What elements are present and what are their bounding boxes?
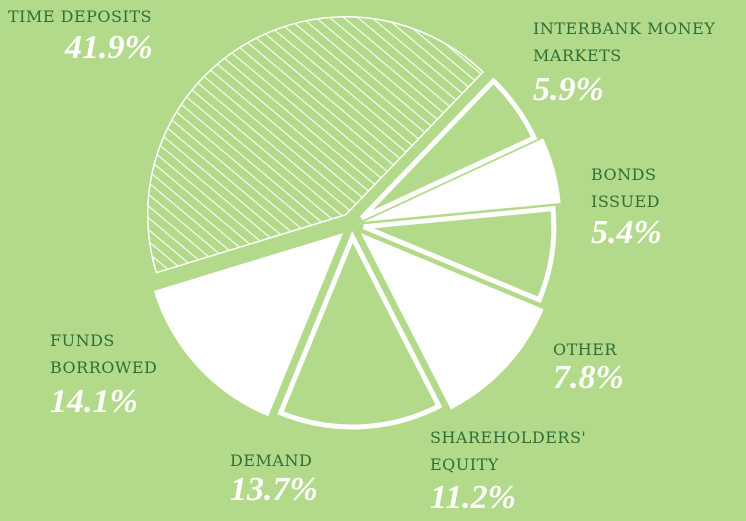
- slice-label: EQUITY: [430, 455, 499, 474]
- slice-value-label: 14.1%: [50, 383, 138, 420]
- slice-label: SHAREHOLDERS': [430, 428, 586, 447]
- pie-slice: [360, 233, 544, 410]
- slice-label: BORROWED: [50, 358, 157, 377]
- slice-value-label: 11.2%: [430, 479, 516, 516]
- slice-label: DEMAND: [230, 451, 312, 470]
- slice-label: OTHER: [553, 340, 617, 359]
- slice-value-label: 5.9%: [533, 71, 604, 108]
- pie-slice: [363, 138, 561, 222]
- pie-slice: [153, 233, 344, 417]
- slice-value-label: 41.9%: [64, 29, 153, 66]
- pie-slice: [277, 231, 443, 430]
- pie-slice: [146, 16, 484, 274]
- slice-label: MARKETS: [533, 46, 622, 65]
- slice-label: ISSUED: [591, 192, 660, 211]
- slice-value-label: 13.7%: [230, 471, 318, 508]
- slice-label: TIME DEPOSITS: [8, 7, 152, 26]
- pie-slice: [362, 205, 557, 304]
- slice-value-label: 7.8%: [553, 359, 624, 396]
- slice-label: INTERBANK MONEY: [533, 19, 715, 38]
- slice-label: FUNDS: [50, 331, 115, 350]
- pie-slice: [359, 77, 538, 221]
- slice-label: BONDS: [591, 165, 656, 184]
- slice-value-label: 5.4%: [591, 214, 662, 251]
